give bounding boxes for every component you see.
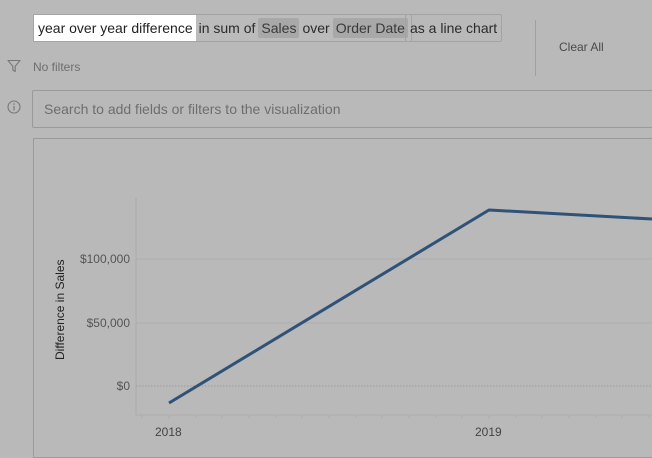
query-bar[interactable]: year over year difference in sum of Sale… [33,14,412,42]
y-tick-50000: $50,000 [86,316,130,330]
query-calculation-token[interactable]: year over year difference [34,15,196,41]
query-text-over: over [302,20,330,36]
clear-all-button[interactable]: Clear All [559,40,604,54]
x-tick-2018: 2018 [155,425,182,439]
no-filters-label: No filters [33,60,81,74]
search-box[interactable] [32,90,652,128]
search-input[interactable] [42,100,652,118]
query-dimension-field[interactable]: Order Date [332,18,408,38]
y-tick-100000: $100,000 [79,252,130,266]
series-line-difference-in-sales[interactable] [168,208,652,405]
viz-type-chip[interactable]: as a line chart [405,14,503,42]
vertical-divider [535,20,536,76]
query-text-in-sum-of: in sum of [198,20,256,36]
info-icon[interactable] [7,100,21,114]
y-axis-title: Difference in Sales [53,259,67,361]
filter-icon [7,59,21,73]
x-axis-minor-ticks [141,415,650,419]
x-tick-2019: 2019 [475,425,502,439]
y-tick-0: $0 [116,379,130,393]
query-measure-field[interactable]: Sales [258,18,300,38]
